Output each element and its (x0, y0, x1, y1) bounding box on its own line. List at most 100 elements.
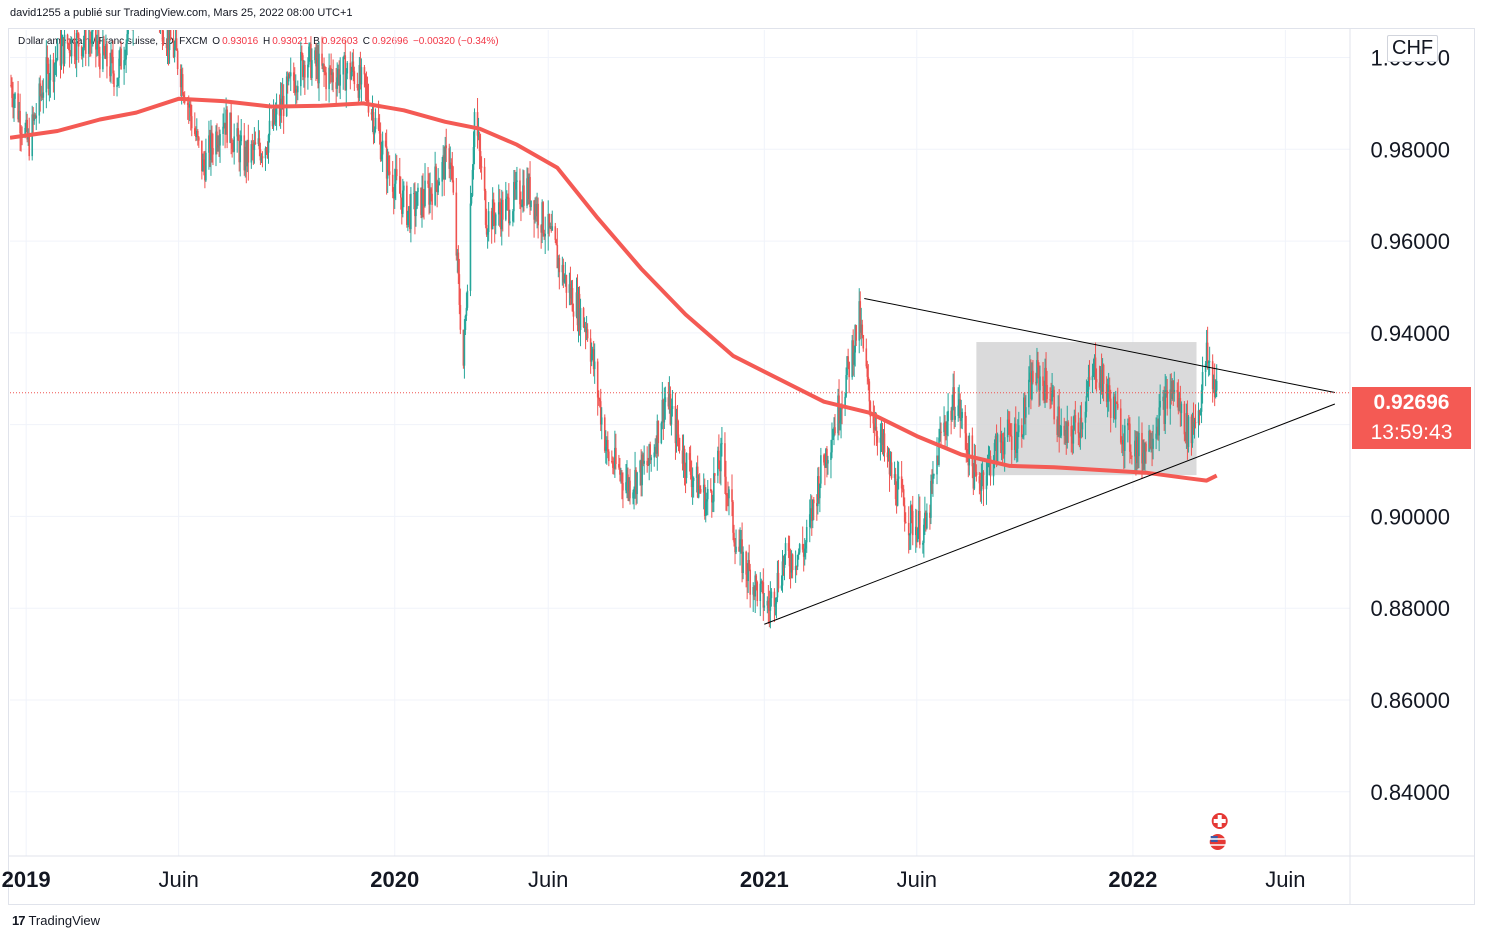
candle-down (1014, 423, 1017, 453)
candle-down (1120, 442, 1123, 445)
candle-up (628, 480, 630, 492)
candle-up (441, 162, 443, 182)
candle-down (642, 454, 644, 464)
candle-down (611, 461, 613, 463)
candle-down (974, 458, 977, 473)
candle-down (197, 130, 199, 138)
candle-up (449, 162, 452, 169)
candle-down (1129, 423, 1131, 452)
published-by: david1255 a publié sur TradingView.com, … (10, 7, 353, 19)
candle-down (1056, 419, 1058, 435)
candle-down (569, 284, 572, 299)
currency-label[interactable]: CHF (1387, 35, 1439, 62)
candle-down (131, 1, 133, 28)
candle-down (681, 450, 684, 464)
x-tick-label: 2019 (2, 867, 51, 892)
candle-down (66, 34, 69, 44)
candle-down (395, 169, 398, 177)
candle-up (337, 69, 339, 78)
candle-up (102, 38, 104, 70)
candle-down (169, 30, 172, 41)
candle-up (918, 511, 920, 530)
candle-up (1013, 423, 1016, 451)
candle-down (77, 33, 80, 47)
candle-up (633, 488, 635, 493)
low-value: 0.92603 (321, 36, 358, 47)
candle-up (691, 480, 694, 488)
candle-up (1158, 407, 1160, 436)
y-tick-label: 0.84000 (1370, 780, 1450, 805)
candle-up (1215, 380, 1218, 391)
candle-up (986, 458, 989, 476)
open-label: O (212, 36, 221, 47)
candle-up (692, 477, 695, 481)
chart-frame (8, 28, 1475, 905)
candle-up (505, 198, 507, 220)
candle-down (356, 84, 359, 88)
candle-down (989, 456, 992, 477)
bar-countdown: 13:59:43 (1370, 421, 1453, 444)
candle-up (464, 315, 467, 330)
candle-up (1164, 390, 1167, 425)
tradingview-logo[interactable]: 17 TradingView (12, 913, 100, 928)
candle-down (869, 401, 872, 417)
candle-down (1071, 436, 1074, 444)
candle-up (957, 405, 959, 416)
candle-down (979, 483, 982, 491)
candle-up (704, 501, 707, 517)
candle-up (1051, 390, 1053, 402)
candle-down (366, 86, 369, 100)
candle-down (966, 449, 969, 453)
candle-up (168, 30, 171, 51)
candle-down (186, 102, 189, 105)
candle-up (1150, 446, 1152, 448)
candle-up (380, 154, 383, 160)
candle-up (832, 436, 834, 440)
candle-up (229, 112, 231, 143)
candle-down (868, 381, 871, 402)
candle-down (401, 197, 403, 214)
candle-down (572, 311, 575, 317)
candle-down (886, 452, 889, 458)
candle-up (1169, 389, 1172, 409)
candle-up (350, 71, 353, 80)
candle-up (939, 431, 941, 438)
candle-up (774, 603, 777, 607)
candle-down (937, 455, 939, 465)
candle-up (960, 417, 963, 421)
candle-down (377, 117, 380, 130)
candle-down (703, 484, 706, 517)
candle-up (516, 180, 518, 182)
candle-down (247, 139, 250, 163)
candle-up (160, 16, 162, 23)
candle-up (742, 551, 744, 574)
candle-down (562, 264, 565, 283)
candle-down (218, 144, 220, 146)
candle-up (1199, 411, 1202, 415)
candle-up (924, 512, 926, 525)
candle-up (358, 65, 361, 98)
candle-down (237, 128, 240, 141)
lower-trendline (764, 403, 1336, 625)
candle-up (1084, 411, 1087, 423)
candle-down (1007, 419, 1010, 425)
candle-down (1050, 399, 1052, 402)
candle-down (1037, 360, 1039, 368)
candle-up (260, 156, 263, 161)
change-value: −0.00320 (−0.34%) (412, 36, 499, 47)
candle-up (346, 62, 349, 74)
candle-up (1101, 364, 1104, 392)
candle-down (67, 43, 70, 45)
candle-down (767, 600, 770, 609)
candle-down (427, 180, 429, 184)
candle-up (465, 307, 468, 316)
candle-down (1211, 361, 1214, 390)
candle-up (512, 211, 514, 222)
candle-down (978, 476, 981, 484)
candle-down (73, 38, 76, 57)
candle-up (233, 136, 235, 152)
candle-up (561, 264, 564, 273)
candle-down (901, 488, 904, 490)
candle-up (985, 475, 988, 490)
